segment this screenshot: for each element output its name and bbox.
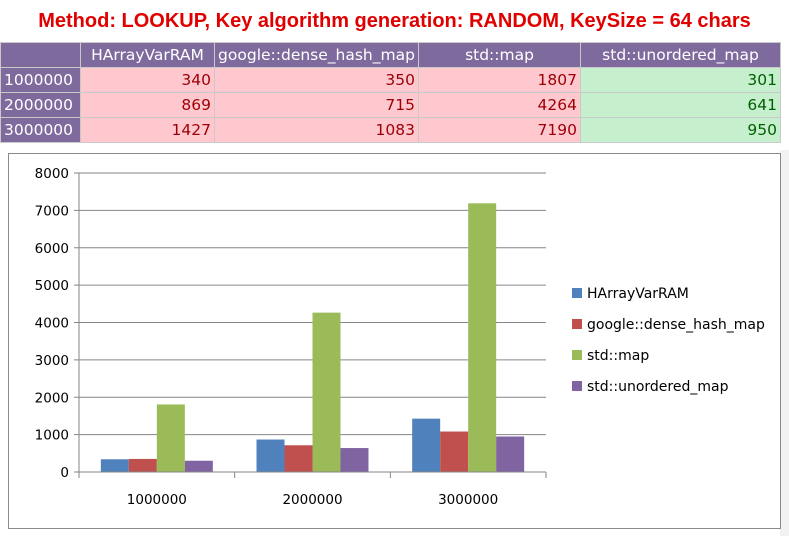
table-header-row: HArrayVarRAM google::dense_hash_map std:… bbox=[0, 42, 781, 68]
table-cell[interactable]: 1807 bbox=[418, 67, 581, 93]
table-cell[interactable]: 869 bbox=[80, 92, 215, 118]
table-cell[interactable]: 1427 bbox=[80, 117, 215, 143]
legend-swatch bbox=[572, 319, 582, 329]
bar-1 bbox=[100, 459, 129, 472]
table-cell[interactable]: 950 bbox=[580, 117, 781, 143]
y-tick-label: 2000 bbox=[35, 390, 69, 406]
row-label-cell[interactable]: 3000000 bbox=[0, 117, 81, 143]
chart-canvas: 0 1000 2000 3000 4000 5000 6000 7000 8000 1000000… bbox=[35, 166, 765, 508]
table-cell[interactable]: 350 bbox=[214, 67, 419, 93]
y-tick-label: 7000 bbox=[35, 203, 69, 219]
legend-swatch bbox=[572, 350, 582, 360]
y-tick-label: 8000 bbox=[35, 166, 69, 182]
bar-4 bbox=[496, 436, 525, 472]
table-row: 2000000 869 715 4264 641 bbox=[0, 92, 781, 118]
table-cell[interactable]: 715 bbox=[214, 92, 419, 118]
bar-4 bbox=[340, 448, 369, 472]
bar-1 bbox=[412, 418, 441, 472]
legend-label: HArrayVarRAM bbox=[587, 286, 689, 302]
bar-2 bbox=[440, 431, 469, 472]
bar-2 bbox=[128, 458, 157, 472]
y-tick-label: 5000 bbox=[35, 278, 69, 294]
x-tick-label: 2000000 bbox=[282, 492, 342, 508]
table-header-cell[interactable]: google::dense_hash_map bbox=[214, 42, 419, 68]
table-header-cell[interactable]: std::unordered_map bbox=[580, 42, 781, 68]
table-row: 1000000 340 350 1807 301 bbox=[0, 67, 781, 93]
sheet-background bbox=[780, 150, 789, 536]
table-cell[interactable]: 4264 bbox=[418, 92, 581, 118]
y-tick-label: 3000 bbox=[35, 353, 69, 369]
legend-label: std::unordered_map bbox=[587, 379, 729, 395]
table-cell[interactable]: 1083 bbox=[214, 117, 419, 143]
bar-4 bbox=[184, 460, 213, 472]
table-header-cell[interactable]: HArrayVarRAM bbox=[80, 42, 215, 68]
table-cell[interactable]: 7190 bbox=[418, 117, 581, 143]
bar-3 bbox=[468, 203, 497, 472]
bar-1 bbox=[256, 439, 285, 472]
bar-chart[interactable]: 0 1000 2000 3000 4000 5000 6000 7000 8000 1000000… bbox=[8, 153, 781, 529]
table-row: 3000000 1427 1083 7190 950 bbox=[0, 117, 781, 143]
table-cell[interactable]: 641 bbox=[580, 92, 781, 118]
table-header-cell[interactable]: std::map bbox=[418, 42, 581, 68]
y-tick-label: 0 bbox=[60, 465, 69, 481]
table-cell[interactable]: 301 bbox=[580, 67, 781, 93]
y-tick-label: 6000 bbox=[35, 241, 69, 257]
page-title: Method: LOOKUP, Key algorithm generation… bbox=[38, 10, 751, 32]
legend-swatch bbox=[572, 288, 582, 298]
legend-swatch bbox=[572, 381, 582, 391]
x-tick-label: 1000000 bbox=[127, 492, 187, 508]
legend-label: google::dense_hash_map bbox=[587, 317, 765, 333]
table-corner-cell[interactable] bbox=[0, 42, 81, 68]
y-tick-label: 1000 bbox=[35, 428, 69, 444]
bar-3 bbox=[156, 404, 185, 472]
table-cell[interactable]: 340 bbox=[80, 67, 215, 93]
y-tick-label: 4000 bbox=[35, 316, 69, 332]
bar-2 bbox=[284, 445, 313, 472]
row-label-cell[interactable]: 1000000 bbox=[0, 67, 81, 93]
bar-3 bbox=[312, 312, 341, 472]
legend-label: std::map bbox=[587, 348, 649, 364]
row-label-cell[interactable]: 2000000 bbox=[0, 92, 81, 118]
x-tick-label: 3000000 bbox=[438, 492, 498, 508]
results-table: HArrayVarRAM google::dense_hash_map std:… bbox=[0, 42, 781, 143]
